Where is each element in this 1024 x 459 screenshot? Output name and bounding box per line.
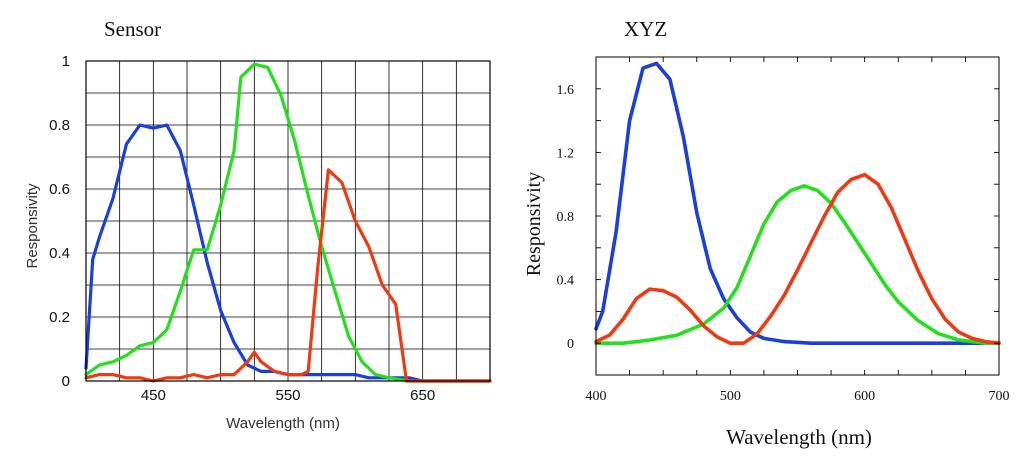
sensor-chart: Sensor 0 0.2 0.4 0.6 0.8 1 450 550 650 Waveleng… [24,17,492,432]
sensor-x-axis-label: Wavelength (nm) [226,415,340,432]
sensor-series-line-2 [84,62,492,383]
xyz-y-tick-label: 0.4 [557,274,575,289]
xyz-x-tick-label: 700 [989,389,1010,404]
sensor-y-tick-label: 0.4 [49,245,70,262]
xyz-y-tick-labels: 0 0.4 0.8 1.2 1.6 [557,83,575,352]
xyz-chart: XYZ 0 0.4 0.8 1.2 1.6 400 500 600 700 Wavelengt… [523,17,1010,449]
xyz-y-axis-label: Responsivity [523,172,545,276]
sensor-y-tick-label: 0 [62,373,70,390]
xyz-chart-title: XYZ [624,17,667,41]
xyz-y-tick-label: 1.2 [557,146,575,161]
sensor-y-axis-label: Responsivity [24,183,41,269]
sensor-y-tick-label: 0.2 [49,309,70,326]
sensor-series-line-3 [84,168,492,383]
sensor-plot-frame [85,60,491,382]
sensor-series [84,62,492,383]
xyz-x-tick-label: 500 [720,389,741,404]
sensor-x-tick-label: 650 [410,387,435,404]
sensor-grid [86,61,490,381]
xyz-x-tick-label: 600 [854,389,875,404]
xyz-plot-frame [595,56,1000,376]
xyz-x-tick-label: 400 [586,389,607,404]
sensor-x-tick-label: 450 [141,387,166,404]
xyz-series [594,61,1001,346]
xyz-series-line-2 [594,184,1001,346]
xyz-y-tick-label: 0.8 [557,210,575,225]
sensor-y-tick-label: 0.6 [49,181,70,198]
sensor-chart-title: Sensor [104,17,161,41]
sensor-y-tick-labels: 0 0.2 0.4 0.6 0.8 1 [49,53,70,390]
xyz-x-tick-labels: 400 500 600 700 [586,389,1010,404]
xyz-tick-marks [596,56,999,376]
sensor-y-tick-label: 1 [62,53,70,70]
xyz-y-tick-label: 0 [567,337,574,352]
sensor-y-tick-label: 0.8 [49,117,70,134]
xyz-y-tick-label: 1.6 [557,83,575,98]
sensor-x-tick-labels: 450 550 650 [141,387,435,404]
xyz-series-line-1 [594,61,1001,346]
xyz-series-line-3 [594,172,1001,346]
xyz-x-axis-label: Wavelength (nm) [726,425,872,449]
sensor-x-tick-label: 550 [275,387,300,404]
